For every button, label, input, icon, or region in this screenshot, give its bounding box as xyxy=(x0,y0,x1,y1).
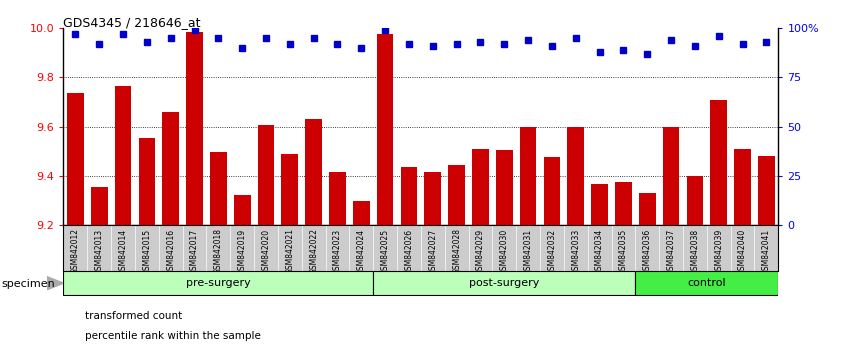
Bar xyxy=(401,167,417,225)
Text: GSM842031: GSM842031 xyxy=(524,228,533,275)
Bar xyxy=(758,156,775,225)
Bar xyxy=(282,154,298,225)
Text: GSM842037: GSM842037 xyxy=(667,228,676,275)
Text: GSM842021: GSM842021 xyxy=(285,228,294,274)
Bar xyxy=(210,152,227,225)
Text: GSM842012: GSM842012 xyxy=(71,228,80,274)
Text: GSM842018: GSM842018 xyxy=(214,228,222,274)
Text: GSM842014: GSM842014 xyxy=(118,228,128,275)
Text: GSM842040: GSM842040 xyxy=(738,228,747,275)
Text: GSM842015: GSM842015 xyxy=(142,228,151,275)
Text: specimen: specimen xyxy=(2,279,56,289)
Polygon shape xyxy=(47,276,63,290)
Text: GSM842016: GSM842016 xyxy=(166,228,175,275)
Bar xyxy=(91,187,107,225)
Bar xyxy=(568,126,584,225)
Bar xyxy=(115,86,131,225)
Bar xyxy=(734,149,751,225)
Bar xyxy=(711,99,727,225)
Text: GSM842027: GSM842027 xyxy=(428,228,437,275)
Bar xyxy=(67,93,84,225)
Text: GSM842023: GSM842023 xyxy=(333,228,342,275)
FancyBboxPatch shape xyxy=(63,271,373,295)
Bar xyxy=(186,32,203,225)
Bar xyxy=(662,126,679,225)
Text: GSM842024: GSM842024 xyxy=(357,228,365,275)
Text: GDS4345 / 218646_at: GDS4345 / 218646_at xyxy=(63,16,201,29)
Bar xyxy=(591,184,608,225)
Bar xyxy=(496,150,513,225)
Bar xyxy=(687,176,703,225)
Bar xyxy=(425,172,441,225)
Bar xyxy=(233,195,250,225)
Text: GSM842038: GSM842038 xyxy=(690,228,700,275)
Text: GSM842041: GSM842041 xyxy=(762,228,771,275)
Bar xyxy=(376,34,393,225)
Bar xyxy=(258,125,274,225)
Text: transformed count: transformed count xyxy=(85,312,182,321)
Bar xyxy=(615,182,632,225)
Text: GSM842030: GSM842030 xyxy=(500,228,508,275)
FancyBboxPatch shape xyxy=(373,271,635,295)
Text: GSM842035: GSM842035 xyxy=(619,228,628,275)
Bar xyxy=(305,119,322,225)
Bar xyxy=(139,138,155,225)
Text: GSM842033: GSM842033 xyxy=(571,228,580,275)
Text: control: control xyxy=(688,278,726,288)
Text: percentile rank within the sample: percentile rank within the sample xyxy=(85,331,261,341)
Text: GSM842025: GSM842025 xyxy=(381,228,390,275)
Text: GSM842017: GSM842017 xyxy=(190,228,199,275)
Bar xyxy=(162,112,179,225)
Text: GSM842028: GSM842028 xyxy=(452,228,461,274)
Text: GSM842020: GSM842020 xyxy=(261,228,271,275)
Bar xyxy=(544,157,560,225)
FancyBboxPatch shape xyxy=(635,271,778,295)
Bar xyxy=(448,165,465,225)
Text: GSM842019: GSM842019 xyxy=(238,228,247,275)
Text: pre-surgery: pre-surgery xyxy=(186,278,250,288)
Text: GSM842036: GSM842036 xyxy=(643,228,651,275)
Bar xyxy=(472,149,489,225)
Text: GSM842022: GSM842022 xyxy=(309,228,318,274)
Text: GSM842026: GSM842026 xyxy=(404,228,414,275)
Bar xyxy=(639,193,656,225)
Bar xyxy=(519,126,536,225)
Text: GSM842013: GSM842013 xyxy=(95,228,104,275)
Text: post-surgery: post-surgery xyxy=(469,278,540,288)
Bar xyxy=(353,201,370,225)
Text: GSM842029: GSM842029 xyxy=(476,228,485,275)
Text: GSM842032: GSM842032 xyxy=(547,228,557,275)
Text: GSM842039: GSM842039 xyxy=(714,228,723,275)
Text: GSM842034: GSM842034 xyxy=(595,228,604,275)
Bar xyxy=(329,172,346,225)
